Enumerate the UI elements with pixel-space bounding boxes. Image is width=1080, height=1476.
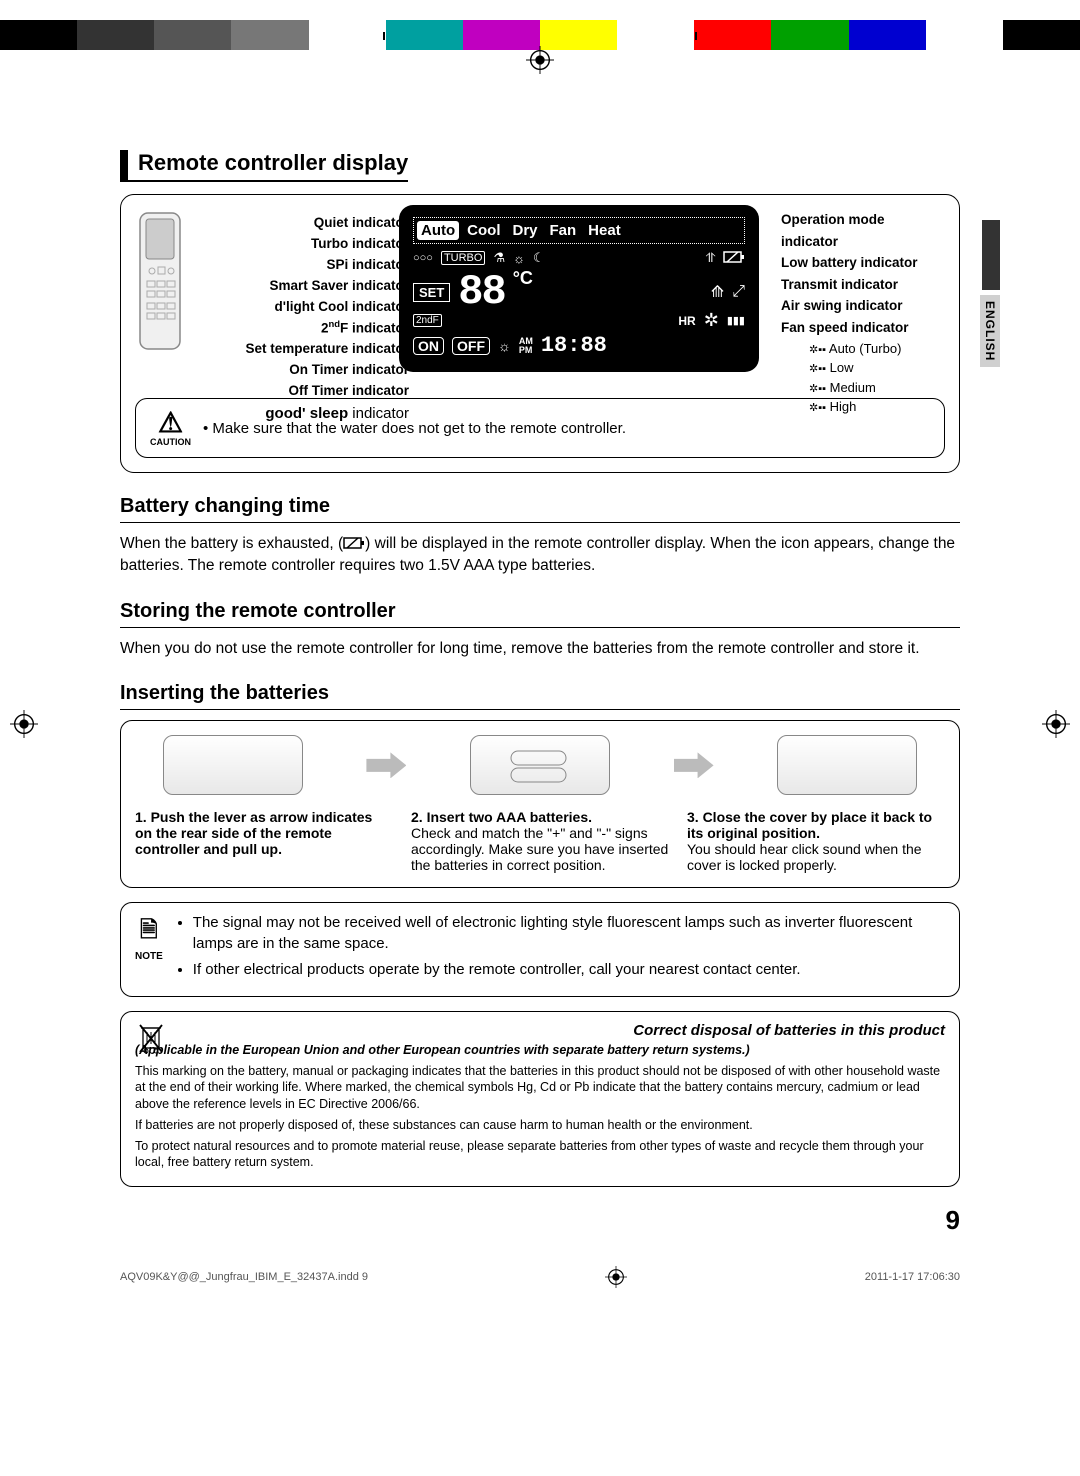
label-low-batt: Low battery indicator xyxy=(781,252,951,274)
label-op-mode: Operation modeindicator xyxy=(781,209,951,252)
low-battery-icon xyxy=(723,251,745,266)
temp-unit: °C xyxy=(513,268,533,289)
footer-date: 2011-1-17 17:06:30 xyxy=(865,1271,960,1283)
note-box: 🗎 NOTE The signal may not be received we… xyxy=(120,902,960,997)
label-good-sleep: good' sleep indicator xyxy=(209,402,409,425)
transmit-icon: ⟰ xyxy=(711,282,724,302)
set-label: SET xyxy=(413,283,450,302)
arrow-icon xyxy=(366,752,406,778)
disposal-p1: This marking on the battery, manual or p… xyxy=(135,1063,945,1112)
section-title-storing: Storing the remote controller xyxy=(120,600,960,628)
label-transmit: Transmit indicator xyxy=(781,274,951,296)
section-title-display: Remote controller display xyxy=(120,150,408,182)
disposal-p3: To protect natural resources and to prom… xyxy=(135,1138,945,1171)
label-quiet: Quiet indicator xyxy=(209,213,409,234)
mode-row: AutoCoolDryFanHeat xyxy=(413,217,745,244)
label-time-indicator: Time indicator xyxy=(609,343,701,358)
temp-digits: 88 xyxy=(458,268,504,316)
label-fan-speed: Fan speed indicator xyxy=(781,317,951,339)
caution-icon: ⚠ xyxy=(150,409,191,437)
registration-mark-icon xyxy=(605,1266,627,1288)
crossed-bin-icon xyxy=(137,1022,165,1063)
footer-filename: AQV09K&Y@@_Jungfrau_IBIM_E_32437A.indd 9 xyxy=(120,1271,368,1283)
on-label: ON xyxy=(413,337,444,355)
note-icon: 🗎 xyxy=(135,913,163,951)
disposal-box: Correct disposal of batteries in this pr… xyxy=(120,1011,960,1187)
label-on-timer: On Timer indicator xyxy=(209,360,409,381)
label-set-temp: Set temperature indicator xyxy=(209,339,409,360)
battery-steps-box: 1. Push the lever as arrow indicates on … xyxy=(120,720,960,888)
storing-body: When you do not use the remote controlle… xyxy=(120,638,960,660)
arrow-icon xyxy=(674,752,714,778)
section-title-insert: Inserting the batteries xyxy=(120,682,960,710)
page-number: 9 xyxy=(120,1205,960,1236)
disposal-subtitle: (Applicable in the European Union and ot… xyxy=(135,1043,945,1057)
label-dlight-cool: d'light Cool indicator xyxy=(209,297,409,318)
step-illustration-2 xyxy=(470,735,610,795)
display-diagram-box: Quiet indicator Turbo indicator SPi indi… xyxy=(120,194,960,473)
label-spi: SPi indicator xyxy=(209,255,409,276)
label-air-swing: Air swing indicator xyxy=(781,295,951,317)
step-illustration-3 xyxy=(777,735,917,795)
indicator-labels-left: Quiet indicator Turbo indicator SPi indi… xyxy=(209,213,409,425)
label-turbo: Turbo indicator xyxy=(209,234,409,255)
disposal-title: Correct disposal of batteries in this pr… xyxy=(135,1022,945,1039)
label-smart-saver: Smart Saver indicator xyxy=(209,276,409,297)
disposal-p2: If batteries are not properly disposed o… xyxy=(135,1117,945,1133)
label-off-timer: Off Timer indicator xyxy=(209,381,409,402)
step-illustration-1 xyxy=(163,735,303,795)
battery-body: When the battery is exhausted, () will b… xyxy=(120,533,960,578)
fan-icon: ✲ xyxy=(704,310,719,331)
remote-controller-illustration xyxy=(135,205,195,372)
section-title-battery: Battery changing time xyxy=(120,495,960,523)
indicator-labels-right: Operation modeindicator Low battery indi… xyxy=(781,209,951,417)
air-swing-icon: ⤢ xyxy=(732,283,745,301)
label-2ndf: 2ndF indicator xyxy=(209,318,409,339)
off-label: OFF xyxy=(452,337,490,355)
clock-digits: 18:88 xyxy=(541,333,607,358)
lcd-screen: AutoCoolDryFanHeat ○○○ TURBO ⚗ ☼ ☾ ⥣ xyxy=(399,205,759,372)
